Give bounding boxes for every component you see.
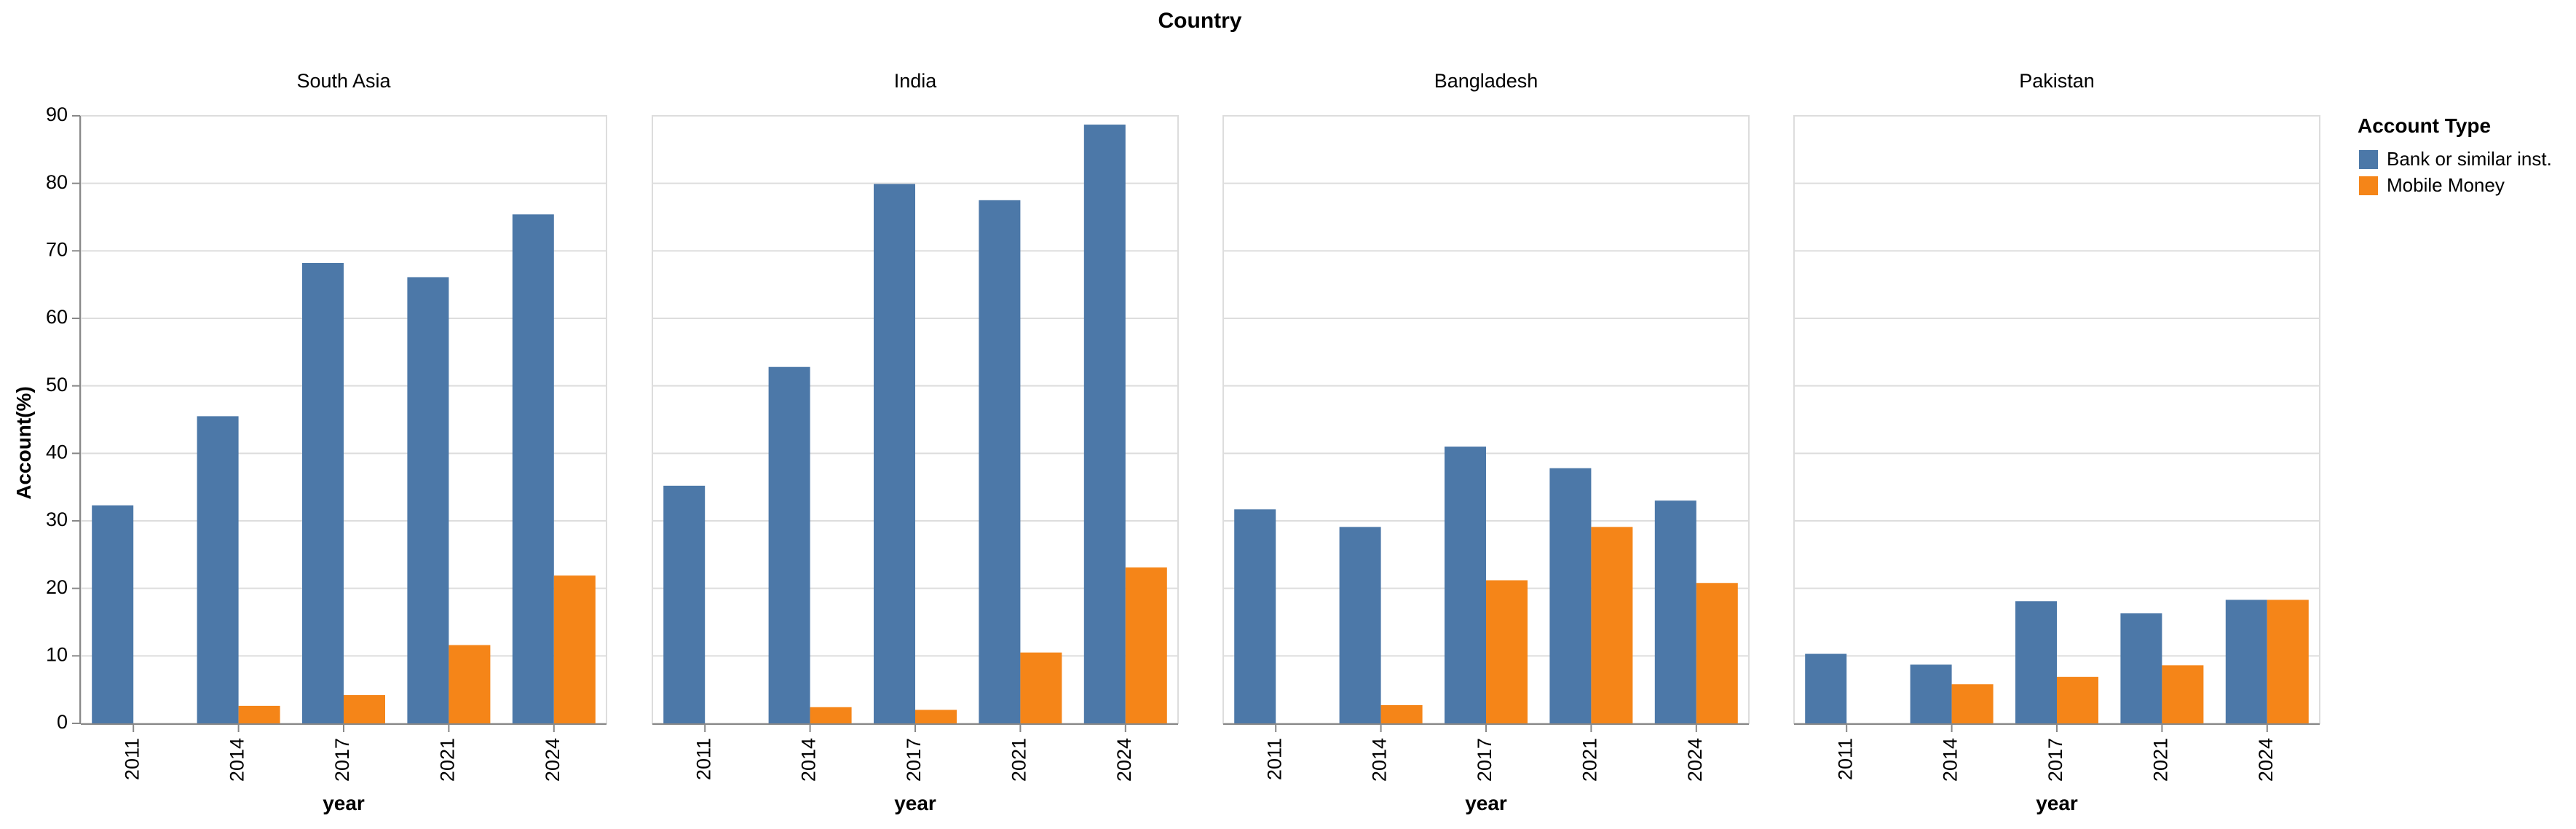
x-tick-label: 2024: [2255, 738, 2277, 782]
bar-south-asia-2021-mobile-money: [449, 645, 491, 723]
x-tick-label: 2024: [1684, 738, 1706, 782]
y-tick-label: 0: [57, 711, 68, 733]
bar-pakistan-2017-bank-or-similar-inst: [2015, 601, 2057, 723]
x-tick-label: 2021: [437, 738, 459, 782]
bar-bangladesh-2017-bank-or-similar-inst: [1445, 447, 1486, 723]
y-tick-label: 50: [46, 374, 68, 396]
bar-india-2021-mobile-money: [1020, 652, 1062, 723]
legend-item-bank-or-similar-inst: Bank or similar inst.: [2359, 148, 2552, 170]
x-axis-title: year: [323, 792, 365, 814]
x-tick-label: 2017: [331, 738, 353, 782]
y-tick-label: 40: [46, 441, 68, 463]
x-tick-label: 2014: [1940, 738, 1961, 782]
bar-india-2024-bank-or-similar-inst: [1083, 125, 1126, 724]
bar-south-asia-2021-bank-or-similar-inst: [407, 277, 449, 723]
facet-title: South Asia: [296, 70, 391, 92]
x-tick-label: 2014: [1369, 738, 1391, 782]
bar-south-asia-2017-bank-or-similar-inst: [302, 263, 344, 724]
x-tick-label: 2021: [2150, 738, 2172, 782]
facets-group: South Asia 2011 2014 2017 2021 2024 year 0 10 20 3…: [46, 70, 2320, 814]
x-tick-label: 2021: [1579, 738, 1601, 782]
x-tick-label: 2011: [1263, 738, 1285, 780]
bar-india-2017-bank-or-similar-inst: [874, 184, 915, 724]
facet-title: Pakistan: [2019, 70, 2095, 92]
legend: Bank or similar inst. Mobile Money: [2359, 148, 2552, 196]
y-tick-label: 80: [46, 171, 68, 193]
bar-pakistan-2014-mobile-money: [1951, 684, 1994, 723]
bar-pakistan-2014-bank-or-similar-inst: [1910, 664, 1952, 723]
bar-south-asia-2024-mobile-money: [553, 575, 596, 723]
chart-title: Country: [1158, 9, 1242, 33]
x-tick-label: 2024: [542, 738, 564, 782]
legend-item-mobile-money: Mobile Money: [2359, 174, 2505, 196]
bar-bangladesh-2014-bank-or-similar-inst: [1339, 527, 1381, 723]
y-tick-label: 90: [46, 103, 68, 125]
facet-title: India: [894, 70, 938, 92]
y-tick-label: 20: [46, 576, 68, 598]
legend-swatch: [2359, 176, 2378, 195]
facet-india: India 2011 2014 2017 2021 2024 year: [652, 70, 1179, 814]
bar-india-2017-mobile-money: [915, 710, 957, 723]
x-axis-title: year: [894, 792, 936, 814]
y-tick-label: 30: [46, 508, 68, 530]
x-tick-label: 2017: [1474, 738, 1496, 782]
bar-india-2014-bank-or-similar-inst: [768, 366, 810, 723]
bar-bangladesh-2024-bank-or-similar-inst: [1654, 500, 1696, 723]
bar-india-2011-bank-or-similar-inst: [663, 485, 706, 723]
legend-title: Account Type: [2358, 114, 2491, 137]
x-tick-label: 2017: [903, 738, 925, 782]
y-tick-label: 60: [46, 306, 68, 328]
x-tick-label: 2017: [2044, 738, 2066, 782]
facet-title: Bangladesh: [1434, 70, 1538, 92]
y-axis-title: Account(%): [12, 386, 35, 500]
x-tick-label: 2014: [798, 738, 820, 782]
bar-pakistan-2024-bank-or-similar-inst: [2225, 600, 2267, 723]
x-axis-title: year: [2036, 792, 2078, 814]
y-tick-label: 70: [46, 238, 68, 260]
x-tick-label: 2011: [121, 738, 143, 780]
facet-pakistan: Pakistan 2011 2014 2017 2021 2024 year: [1793, 70, 2320, 814]
bar-pakistan-2024-mobile-money: [2267, 600, 2309, 723]
legend-label: Bank or similar inst.: [2387, 148, 2552, 170]
x-tick-label: 2024: [1113, 738, 1135, 782]
x-tick-label: 2014: [226, 738, 248, 782]
bar-south-asia-2024-bank-or-similar-inst: [512, 214, 554, 723]
x-tick-label: 2021: [1008, 738, 1030, 782]
x-axis-title: year: [1465, 792, 1507, 814]
bar-bangladesh-2024-mobile-money: [1696, 583, 1738, 723]
legend-label: Mobile Money: [2387, 174, 2505, 196]
bar-bangladesh-2014-mobile-money: [1380, 704, 1423, 723]
bar-south-asia-2011-bank-or-similar-inst: [92, 505, 134, 723]
x-tick-label: 2011: [1834, 738, 1856, 780]
bar-pakistan-2021-mobile-money: [2162, 665, 2204, 723]
y-tick-label: 10: [46, 643, 68, 665]
bar-india-2024-mobile-money: [1125, 567, 1167, 723]
legend-swatch: [2359, 150, 2378, 169]
bar-pakistan-2021-bank-or-similar-inst: [2120, 613, 2162, 723]
facet-south-asia: South Asia 2011 2014 2017 2021 2024 year 0 10 20 3…: [46, 70, 607, 814]
bar-bangladesh-2011-bank-or-similar-inst: [1234, 509, 1276, 723]
bar-bangladesh-2017-mobile-money: [1486, 580, 1528, 723]
bar-south-asia-2014-bank-or-similar-inst: [197, 416, 239, 723]
facet-bangladesh: Bangladesh 2011 2014 2017 2021 2024 year: [1222, 70, 1750, 814]
bar-pakistan-2017-mobile-money: [2057, 677, 2098, 723]
bar-india-2021-bank-or-similar-inst: [979, 200, 1021, 723]
bar-south-asia-2014-mobile-money: [238, 705, 280, 723]
bar-bangladesh-2021-bank-or-similar-inst: [1549, 468, 1592, 723]
bar-pakistan-2011-bank-or-similar-inst: [1805, 653, 1847, 723]
bar-south-asia-2017-mobile-money: [344, 695, 385, 723]
bar-bangladesh-2021-mobile-money: [1591, 527, 1633, 723]
x-tick-label: 2011: [692, 738, 714, 780]
bar-india-2014-mobile-money: [810, 707, 852, 723]
